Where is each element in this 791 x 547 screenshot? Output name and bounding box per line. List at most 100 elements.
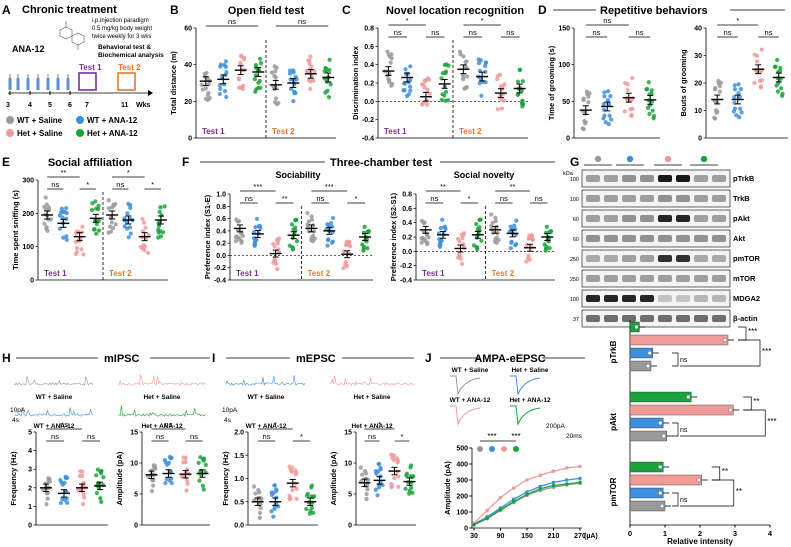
sig-label: ns xyxy=(156,432,164,441)
data-point xyxy=(326,95,332,100)
data-point xyxy=(251,484,257,489)
data-point xyxy=(328,82,333,87)
note-2: 0.5 mg/kg body weight xyxy=(92,26,152,32)
data-point xyxy=(145,250,151,256)
data-point xyxy=(385,49,390,54)
panel-letter-j: J xyxy=(425,351,432,365)
band xyxy=(622,255,636,262)
data-point xyxy=(217,91,222,97)
sig-label: ns xyxy=(51,432,59,441)
data-point xyxy=(406,491,412,496)
protein-label: pTrkB xyxy=(733,174,755,183)
x-tick-label: 0 xyxy=(628,529,632,538)
data-point xyxy=(479,93,484,98)
data-point xyxy=(732,87,738,92)
data-point xyxy=(779,86,784,91)
scale-label: 4s xyxy=(12,417,20,424)
data-point xyxy=(365,483,370,489)
y-tick-label: 2.0 xyxy=(234,430,244,437)
current-trace xyxy=(329,375,414,387)
marker-label: 60 xyxy=(573,237,579,243)
data-point xyxy=(253,491,258,496)
data-point xyxy=(408,88,413,93)
sig-label: ns xyxy=(680,427,688,434)
data-point xyxy=(325,88,330,93)
data-point xyxy=(74,249,80,255)
sig-label: ** xyxy=(753,397,759,406)
sig-label: ns xyxy=(469,28,477,37)
data-point xyxy=(476,57,481,62)
data-point xyxy=(294,486,299,491)
y-axis-label: Time of grooming (s) xyxy=(547,45,556,120)
band xyxy=(676,235,690,242)
scale-label: 200pA xyxy=(546,423,565,430)
band xyxy=(604,315,618,322)
data-point xyxy=(309,214,314,219)
data-point xyxy=(150,478,155,483)
marker-label: 60 xyxy=(573,217,579,223)
band xyxy=(640,235,654,242)
data-point xyxy=(395,458,401,463)
data-point xyxy=(276,100,281,106)
data-point xyxy=(404,471,410,476)
data-point xyxy=(40,487,45,492)
data-point xyxy=(651,116,656,121)
data-point xyxy=(237,237,242,242)
data-point xyxy=(308,86,313,91)
current-trace xyxy=(13,376,94,386)
data-point xyxy=(609,117,614,122)
sig-label: ns xyxy=(245,194,253,203)
analysis-1: Behavioral test & xyxy=(98,44,151,51)
data-point xyxy=(489,224,494,229)
data-point xyxy=(275,266,280,272)
data-point xyxy=(602,94,607,99)
sig-label: *** xyxy=(511,432,520,441)
sig-label: ns xyxy=(724,28,732,37)
data-point xyxy=(327,57,332,62)
marker-label: 100 xyxy=(570,177,579,183)
data-point xyxy=(758,85,764,90)
data-point xyxy=(108,229,114,234)
sig-label: * xyxy=(378,420,381,429)
data-point xyxy=(425,87,430,92)
data-point xyxy=(775,57,780,62)
legend-dot xyxy=(489,446,495,452)
syringe-icon xyxy=(56,78,60,90)
panel-a: A Chronic treatment ANA-12 i.p.injection… xyxy=(2,3,164,138)
data-point xyxy=(403,67,408,72)
sig-label: * xyxy=(401,432,404,441)
data-point xyxy=(252,77,257,82)
y-tick-label: 0.5 xyxy=(234,499,244,506)
injection-markers xyxy=(8,74,71,95)
data-point xyxy=(125,211,130,216)
data-point xyxy=(459,261,465,266)
data-point xyxy=(80,469,85,474)
data-point xyxy=(80,473,85,478)
legend-wt-saline: WT + Saline xyxy=(17,116,63,125)
panel-letter-h: H xyxy=(2,351,11,365)
chart-title: AMPA-eEPSC xyxy=(474,353,545,365)
data-point xyxy=(479,238,484,243)
data-point xyxy=(714,110,719,115)
week-7: 7 xyxy=(85,102,89,109)
test1-label: Test 1 xyxy=(79,63,102,72)
test-label: Test 1 xyxy=(422,269,445,278)
data-point xyxy=(290,235,295,241)
band xyxy=(658,235,672,242)
data-point xyxy=(713,116,718,121)
sig-label: * xyxy=(468,194,471,203)
sig-label: ns xyxy=(228,17,236,26)
data-point xyxy=(323,65,328,71)
data-point xyxy=(183,460,188,465)
data-point xyxy=(423,78,428,84)
data-point xyxy=(82,495,87,500)
data-point xyxy=(586,100,591,105)
data-point xyxy=(759,78,765,83)
chart-F2: -0.4 -0.2 0.0 0.2 0.4 0.6 0.8 Preference index … xyxy=(389,170,555,285)
data-point xyxy=(288,77,293,82)
data-point xyxy=(81,252,86,257)
data-point xyxy=(258,502,263,507)
data-point xyxy=(443,89,449,95)
sig-label: ns xyxy=(368,432,376,441)
